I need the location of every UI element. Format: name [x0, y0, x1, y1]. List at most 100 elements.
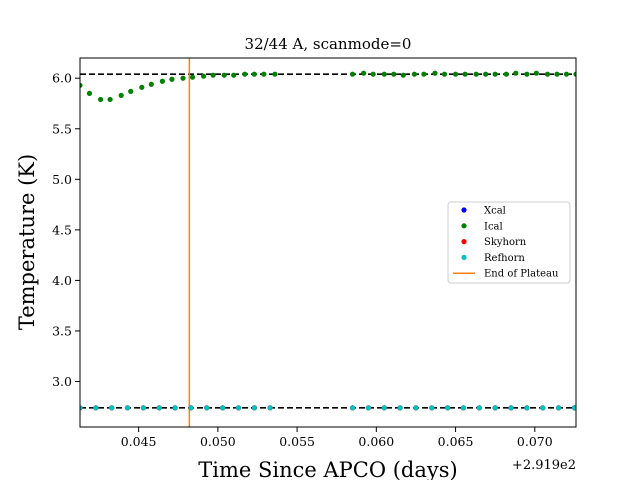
- ical-point: [411, 71, 417, 77]
- ical-point: [148, 81, 154, 87]
- ical-point: [221, 72, 227, 78]
- refhorn-point: [460, 405, 467, 411]
- x-tick-label: 0.045: [121, 434, 157, 449]
- ical-point: [272, 71, 278, 77]
- chart-title: 32/44 A, scanmode=0: [245, 35, 412, 53]
- refhorn-point: [140, 405, 146, 411]
- ical-point: [86, 90, 93, 96]
- ical-point: [432, 70, 438, 76]
- ical-point: [421, 71, 427, 77]
- refhorn-point: [571, 405, 576, 411]
- ical-point: [573, 71, 576, 77]
- refhorn-point: [349, 405, 356, 411]
- refhorn-point: [235, 405, 242, 411]
- legend-box: [447, 201, 571, 284]
- refhorn-point: [540, 405, 546, 411]
- refhorn-point: [124, 405, 131, 411]
- ical-point: [391, 71, 397, 77]
- reference-lines: [80, 73, 576, 409]
- refhorn-point: [524, 405, 530, 411]
- ical-point: [544, 71, 551, 77]
- x-axis-label: Time Since APCO (days): [198, 458, 457, 480]
- ical-point: [189, 74, 196, 80]
- y-tick-label: 3.0: [52, 374, 72, 389]
- ical-point: [201, 73, 207, 79]
- refhorn-point: [508, 405, 514, 411]
- data-points: [80, 70, 576, 411]
- refhorn-point: [381, 405, 387, 411]
- y-tick-label: 4.0: [52, 273, 72, 288]
- ical-point: [242, 71, 248, 77]
- ical-point: [452, 71, 459, 77]
- refhorn-point: [413, 405, 419, 411]
- ical-point: [462, 71, 468, 77]
- refhorn-point: [429, 405, 435, 411]
- refhorn-point: [204, 405, 210, 411]
- refhorn-point: [93, 405, 99, 411]
- y-axis: 3.0 3.5 4.0 4.5 5.0 5.5 6.0: [52, 71, 80, 389]
- x-offset-label: +2.919e2: [512, 458, 576, 473]
- legend-marker: [461, 239, 467, 245]
- x-tick-label: 0.050: [200, 434, 236, 449]
- ical-point: [180, 75, 186, 81]
- refhorn-point: [109, 405, 115, 411]
- ical-point: [503, 71, 509, 77]
- refhorn-point: [220, 405, 226, 411]
- ical-point: [400, 72, 406, 78]
- ical-point: [513, 70, 519, 76]
- ical-point: [261, 71, 267, 77]
- legend-label: End of Plateau: [484, 269, 559, 280]
- refhorn-point: [188, 405, 194, 411]
- y-axis-label: Temperature (K): [15, 154, 39, 330]
- ical-point: [524, 71, 530, 77]
- ical-point: [118, 92, 124, 99]
- ical-point: [533, 70, 539, 76]
- legend-label: Ical: [484, 221, 503, 232]
- ical-point: [563, 71, 570, 77]
- y-tick-label: 5.5: [52, 121, 72, 136]
- ical-point: [80, 82, 83, 88]
- ical-point: [231, 72, 237, 78]
- ical-point: [139, 84, 145, 90]
- refhorn-point: [492, 405, 498, 411]
- refhorn-point: [365, 405, 372, 411]
- refhorn-point: [397, 405, 403, 411]
- legend-marker: [461, 254, 467, 260]
- ical-point: [554, 71, 560, 77]
- ical-point: [483, 71, 489, 77]
- refhorn-point: [555, 405, 562, 411]
- ical-point: [441, 71, 448, 77]
- y-tick-label: 6.0: [52, 71, 72, 86]
- legend-label: Xcal: [484, 206, 506, 217]
- x-tick-label: 0.055: [279, 434, 315, 449]
- ical-point: [370, 71, 376, 77]
- plot-frame: [79, 57, 577, 428]
- legend-label: Skyhorn: [484, 237, 527, 248]
- ical-point: [128, 88, 134, 94]
- y-tick-label: 3.5: [52, 323, 72, 338]
- legend: Xcal Ical Skyhorn Refhorn End of Plateau: [447, 201, 571, 284]
- refhorn-point: [476, 405, 482, 411]
- ical-point: [210, 72, 216, 78]
- ical-point: [159, 78, 166, 84]
- ical-point: [98, 96, 104, 103]
- refhorn-point: [251, 405, 257, 411]
- y-tick-label: 5.0: [52, 172, 72, 187]
- x-axis: 0.045 0.050 0.055 0.060 0.065 0.070: [121, 427, 553, 449]
- x-tick-label: 0.065: [438, 434, 474, 449]
- ical-point: [169, 76, 175, 82]
- x-tick-label: 0.060: [358, 434, 394, 449]
- legend-marker: [461, 207, 467, 213]
- ical-point: [107, 96, 113, 103]
- legend-label: Refhorn: [484, 253, 525, 264]
- refhorn-point: [445, 405, 451, 411]
- ical-point: [251, 71, 257, 77]
- ical-point: [361, 70, 367, 76]
- refhorn-point: [156, 405, 162, 411]
- ical-point: [381, 71, 387, 77]
- y-tick-label: 4.5: [52, 222, 72, 237]
- refhorn-point: [267, 405, 273, 411]
- ical-point: [492, 71, 498, 77]
- refhorn-point: [80, 405, 83, 411]
